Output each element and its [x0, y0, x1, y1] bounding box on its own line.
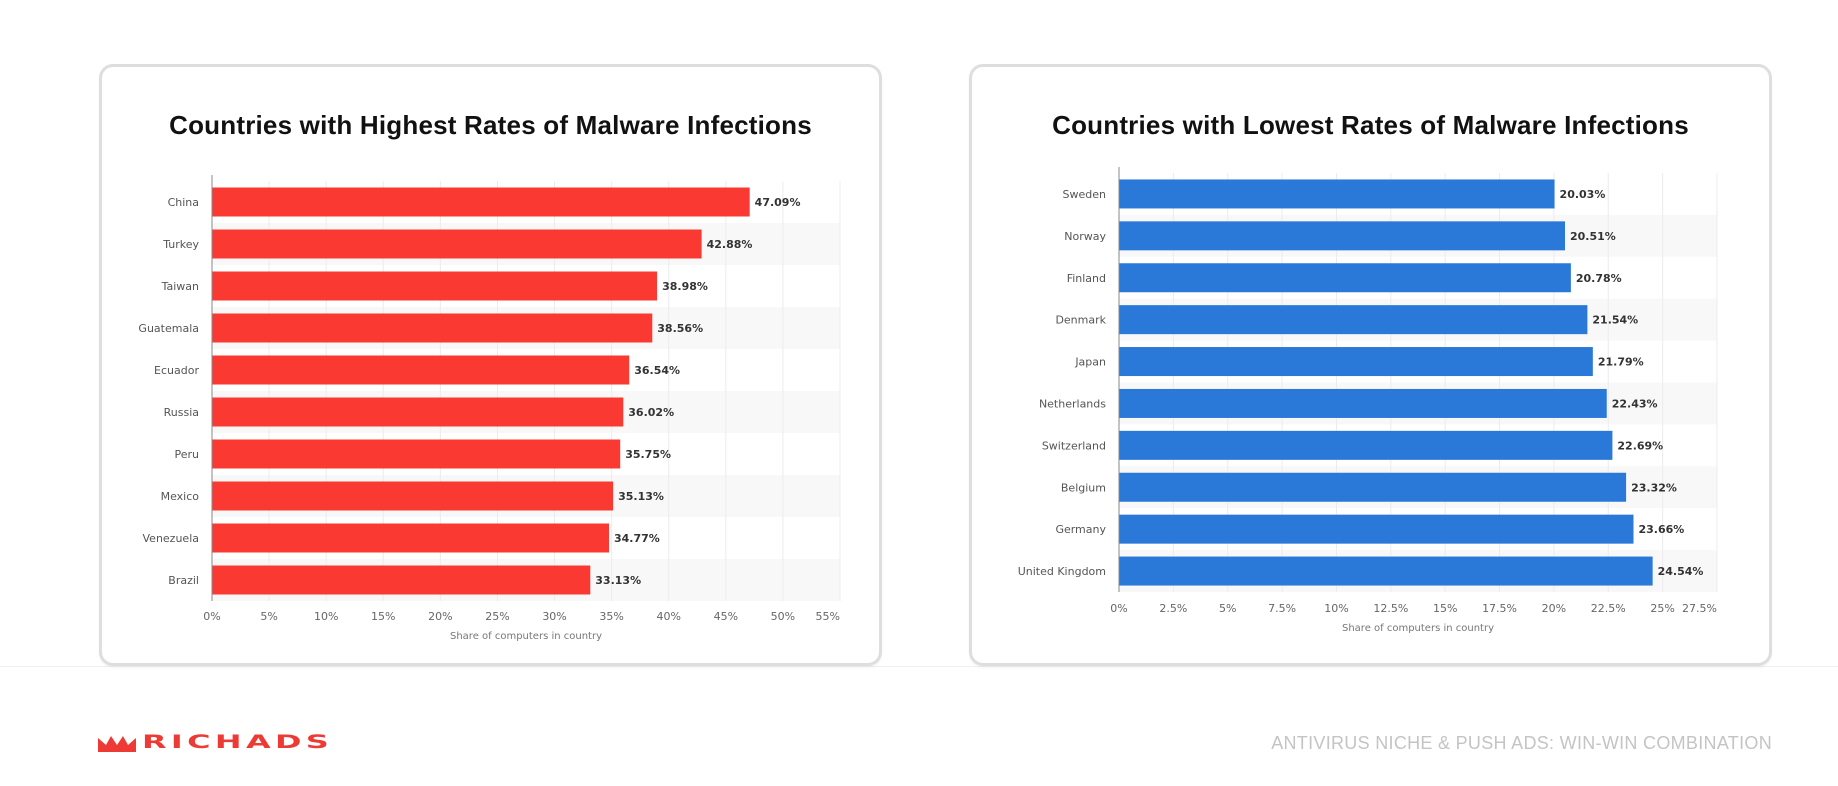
value-label: 22.69%: [1617, 439, 1663, 452]
x-tick-label: 25%: [485, 610, 509, 623]
x-tick-label: 50%: [771, 610, 795, 623]
x-tick-label: 20%: [1542, 602, 1566, 615]
value-label: 20.03%: [1560, 188, 1606, 201]
x-tick-label: 35%: [599, 610, 623, 623]
value-label: 21.54%: [1592, 314, 1638, 327]
x-tick-label: 7.5%: [1268, 602, 1296, 615]
x-tick-label: 0%: [1110, 602, 1127, 615]
x-tick-label: 10%: [314, 610, 338, 623]
value-label: 21.79%: [1598, 356, 1644, 369]
bar: [1119, 263, 1571, 293]
bar: [212, 439, 621, 469]
bar: [212, 271, 658, 301]
category-label: United Kingdom: [1018, 565, 1106, 578]
bar: [212, 397, 624, 427]
bar: [212, 313, 653, 343]
bar: [212, 187, 750, 217]
x-tick-label: 10%: [1324, 602, 1348, 615]
value-label: 36.54%: [634, 364, 680, 377]
x-tick-label: 45%: [714, 610, 738, 623]
bar: [1119, 305, 1588, 335]
category-label: Guatemala: [138, 322, 199, 335]
category-label: Denmark: [1055, 314, 1106, 327]
x-tick-label: 25%: [1650, 602, 1674, 615]
value-label: 23.66%: [1638, 523, 1684, 536]
page-divider: [0, 666, 1838, 667]
category-label: Switzerland: [1042, 439, 1106, 452]
x-tick-label: 30%: [542, 610, 566, 623]
value-label: 42.88%: [707, 238, 753, 251]
category-label: Germany: [1055, 523, 1106, 536]
bar: [1119, 221, 1565, 251]
category-label: Russia: [164, 406, 199, 419]
value-label: 20.78%: [1576, 272, 1622, 285]
bar: [212, 523, 610, 553]
bar: [1119, 556, 1653, 586]
category-label: Belgium: [1061, 481, 1106, 494]
x-axis-title: Share of computers in country: [1342, 623, 1494, 634]
crown-icon: [98, 736, 136, 752]
bar: [1119, 388, 1607, 418]
brand-name: RICHADS: [142, 731, 334, 754]
x-tick-label: 40%: [657, 610, 681, 623]
bar: [1119, 430, 1613, 460]
bar: [212, 565, 591, 595]
x-tick-label: 55%: [816, 610, 840, 623]
category-label: Peru: [174, 448, 199, 461]
category-label: Finland: [1067, 272, 1106, 285]
value-label: 33.13%: [595, 574, 641, 587]
category-label: Taiwan: [161, 280, 199, 293]
value-label: 38.56%: [657, 322, 703, 335]
value-label: 24.54%: [1658, 565, 1704, 578]
category-label: Japan: [1074, 356, 1106, 369]
category-label: Mexico: [161, 490, 200, 503]
value-label: 23.32%: [1631, 481, 1677, 494]
bar: [212, 481, 614, 511]
bar: [1119, 472, 1627, 502]
category-label: Norway: [1064, 230, 1106, 243]
bar: [1119, 347, 1593, 377]
x-tick-label: 5%: [260, 610, 277, 623]
category-label: Brazil: [168, 574, 199, 587]
value-label: 20.51%: [1570, 230, 1616, 243]
bar: [1119, 179, 1555, 209]
x-tick-label: 17.5%: [1482, 602, 1517, 615]
bar: [1119, 514, 1634, 544]
x-tick-label: 2.5%: [1159, 602, 1187, 615]
value-label: 35.75%: [625, 448, 671, 461]
x-tick-label: 15%: [371, 610, 395, 623]
x-tick-label: 15%: [1433, 602, 1457, 615]
x-tick-label: 27.5%: [1682, 602, 1717, 615]
x-tick-label: 5%: [1219, 602, 1236, 615]
value-label: 35.13%: [618, 490, 664, 503]
x-tick-label: 20%: [428, 610, 452, 623]
richads-logo: RICHADS: [98, 733, 329, 753]
footer-tagline: ANTIVIRUS NICHE & PUSH ADS: WIN-WIN COMB…: [1271, 733, 1772, 753]
value-label: 38.98%: [662, 280, 708, 293]
category-label: Netherlands: [1039, 397, 1106, 410]
value-label: 36.02%: [628, 406, 674, 419]
x-tick-label: 22.5%: [1591, 602, 1626, 615]
x-tick-label: 12.5%: [1373, 602, 1408, 615]
bar: [212, 355, 630, 385]
bar: [212, 229, 702, 259]
category-label: Ecuador: [154, 364, 199, 377]
chart-title: Countries with Lowest Rates of Malware I…: [1052, 110, 1689, 140]
value-label: 22.43%: [1612, 397, 1658, 410]
category-label: Venezuela: [143, 532, 200, 545]
category-label: Sweden: [1063, 188, 1106, 201]
value-label: 34.77%: [614, 532, 660, 545]
category-label: China: [168, 196, 199, 209]
chart-title: Countries with Highest Rates of Malware …: [169, 110, 812, 140]
category-label: Turkey: [162, 238, 199, 251]
x-axis-title: Share of computers in country: [450, 631, 602, 642]
x-tick-label: 0%: [203, 610, 220, 623]
value-label: 47.09%: [755, 196, 801, 209]
